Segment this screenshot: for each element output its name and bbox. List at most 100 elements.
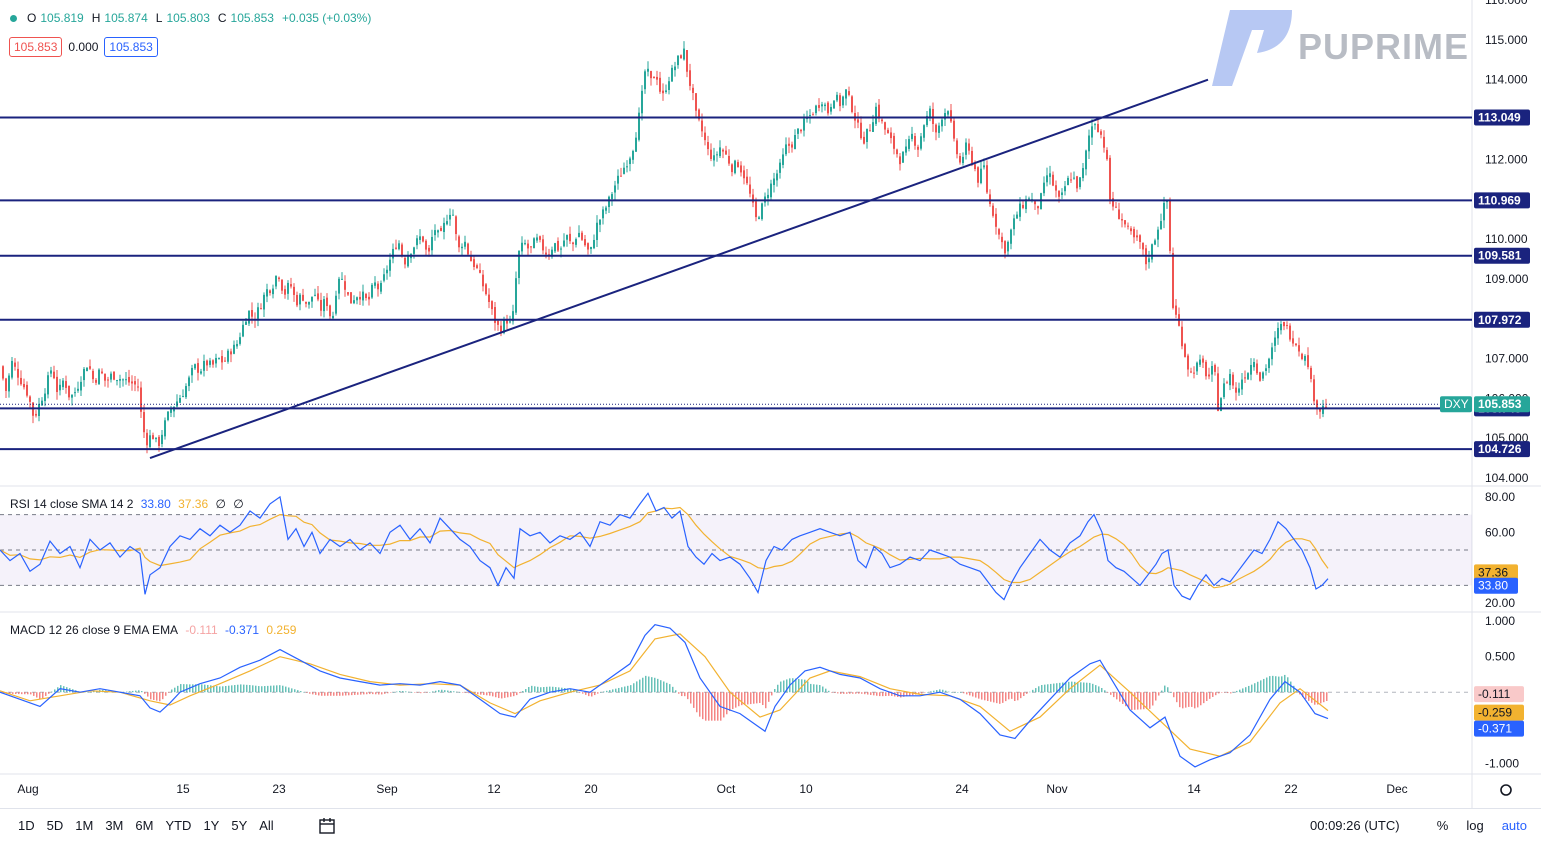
candle-body — [638, 112, 640, 140]
candle-body — [1187, 355, 1189, 370]
candle-body — [185, 386, 187, 398]
candle-body — [740, 165, 742, 173]
candle-body — [1127, 225, 1129, 227]
macd-hist-bar — [1131, 692, 1133, 710]
candle-body — [467, 243, 469, 255]
candle-body — [86, 367, 88, 372]
macd-hist-bar — [204, 684, 206, 693]
buy-price-button[interactable]: 105.853 — [104, 37, 158, 57]
candle-body — [455, 216, 457, 235]
macd-hist-bar — [570, 688, 572, 693]
candle-body — [797, 128, 799, 134]
range-button-5y[interactable]: 5Y — [231, 818, 248, 833]
candle-body — [614, 185, 616, 193]
auto-scale-button[interactable]: auto — [1501, 818, 1527, 833]
macd-hist-bar — [315, 692, 317, 695]
candle-body — [524, 243, 526, 245]
candle-body — [665, 90, 667, 93]
candle-body — [1274, 337, 1276, 346]
range-button-5d[interactable]: 5D — [46, 818, 64, 833]
macd-hist-bar — [387, 692, 389, 694]
candle-body — [881, 119, 883, 122]
candle-body — [1046, 175, 1048, 183]
candle-body — [752, 194, 754, 203]
macd-hist-bar — [933, 690, 935, 693]
macd-hist-bar — [777, 684, 779, 693]
candle-body — [1133, 229, 1135, 238]
chart-canvas[interactable]: 104.000105.000106.000107.000109.000110.0… — [0, 0, 1541, 808]
macd-hist-bar — [1314, 692, 1316, 705]
macd-hist-bar — [375, 692, 377, 695]
candle-body — [746, 176, 748, 184]
candle-body — [326, 297, 328, 307]
range-button-all[interactable]: All — [259, 818, 274, 833]
candle-body — [1088, 135, 1090, 152]
candle-body — [1019, 203, 1021, 217]
candle-body — [443, 222, 445, 233]
percent-scale-button[interactable]: % — [1436, 818, 1449, 833]
candle-body — [353, 300, 355, 304]
macd-hist-bar — [1155, 692, 1157, 701]
candle-body — [446, 221, 448, 225]
sell-price-button[interactable]: 105.853 — [9, 37, 63, 57]
macd-hist-bar — [837, 692, 839, 694]
macd-hist-bar — [459, 692, 461, 693]
candle-body — [884, 122, 886, 130]
macd-hist-bar — [513, 692, 515, 697]
candle-body — [857, 119, 859, 123]
macd-hist-bar — [468, 692, 470, 694]
macd-hist-bar — [693, 692, 695, 708]
x-tick-label-12: Dec — [1386, 782, 1407, 796]
bid-ask-boxes: 105.853 0.000 105.853 — [9, 37, 158, 57]
macd-hist-bar — [1242, 688, 1244, 693]
candle-body — [1259, 372, 1261, 381]
range-button-1y[interactable]: 1Y — [203, 818, 220, 833]
rsi-sma-value: 37.36 — [178, 497, 209, 511]
level-tag-bg-104.726 — [1474, 441, 1530, 458]
candle-body — [821, 104, 823, 107]
candle-body — [332, 315, 334, 319]
candle-body — [506, 320, 508, 324]
macd-hist-bar — [441, 689, 443, 693]
candle-body — [404, 257, 406, 265]
macd-hist-bar — [348, 692, 350, 696]
macd-hist-bar — [987, 692, 989, 701]
candle-body — [632, 151, 634, 160]
candle-body — [875, 106, 877, 124]
candle-body — [1301, 353, 1303, 360]
candle-body — [848, 91, 850, 95]
candle-body — [611, 194, 613, 200]
candle-body — [1250, 364, 1252, 375]
macd-hist-bar — [951, 692, 953, 693]
macd-hist-bar — [1068, 681, 1070, 693]
range-button-6m[interactable]: 6M — [135, 818, 154, 833]
candle-body — [287, 282, 289, 294]
candle-body — [887, 129, 889, 134]
macd-hist-bar — [273, 685, 275, 693]
utc-clock[interactable]: 00:09:26 (UTC) — [1310, 818, 1400, 833]
calendar-goto-icon[interactable] — [318, 817, 336, 835]
candle-body — [395, 247, 397, 249]
macd-hist-bar — [600, 692, 602, 693]
log-scale-button[interactable]: log — [1466, 818, 1484, 833]
candle-body — [83, 368, 85, 381]
range-button-1d[interactable]: 1D — [18, 818, 35, 833]
settings-gear-icon — [1500, 784, 1512, 796]
macd-hist-bar — [87, 691, 89, 693]
range-button-ytd[interactable]: YTD — [165, 818, 192, 833]
price-tick-label-10: 116.000 — [1485, 0, 1528, 7]
macd-hist-bar — [702, 692, 704, 720]
candle-body — [296, 294, 298, 306]
candle-body — [92, 370, 94, 380]
range-button-3m[interactable]: 3M — [105, 818, 124, 833]
candle-body — [500, 325, 502, 334]
candle-body — [95, 379, 97, 383]
macd-hist-bar — [1050, 683, 1052, 693]
macd-hist-bar — [240, 684, 242, 693]
macd-hist-bar — [531, 685, 533, 693]
candle-body — [668, 81, 670, 90]
candle-body — [947, 111, 949, 115]
macd-hist-bar — [603, 691, 605, 693]
candle-body — [122, 379, 124, 381]
range-button-1m[interactable]: 1M — [75, 818, 94, 833]
